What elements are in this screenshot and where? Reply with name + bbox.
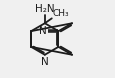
Text: H₂N: H₂N: [35, 4, 54, 14]
Text: N: N: [39, 26, 47, 36]
Text: CH₃: CH₃: [52, 9, 68, 18]
Text: N: N: [41, 57, 48, 67]
